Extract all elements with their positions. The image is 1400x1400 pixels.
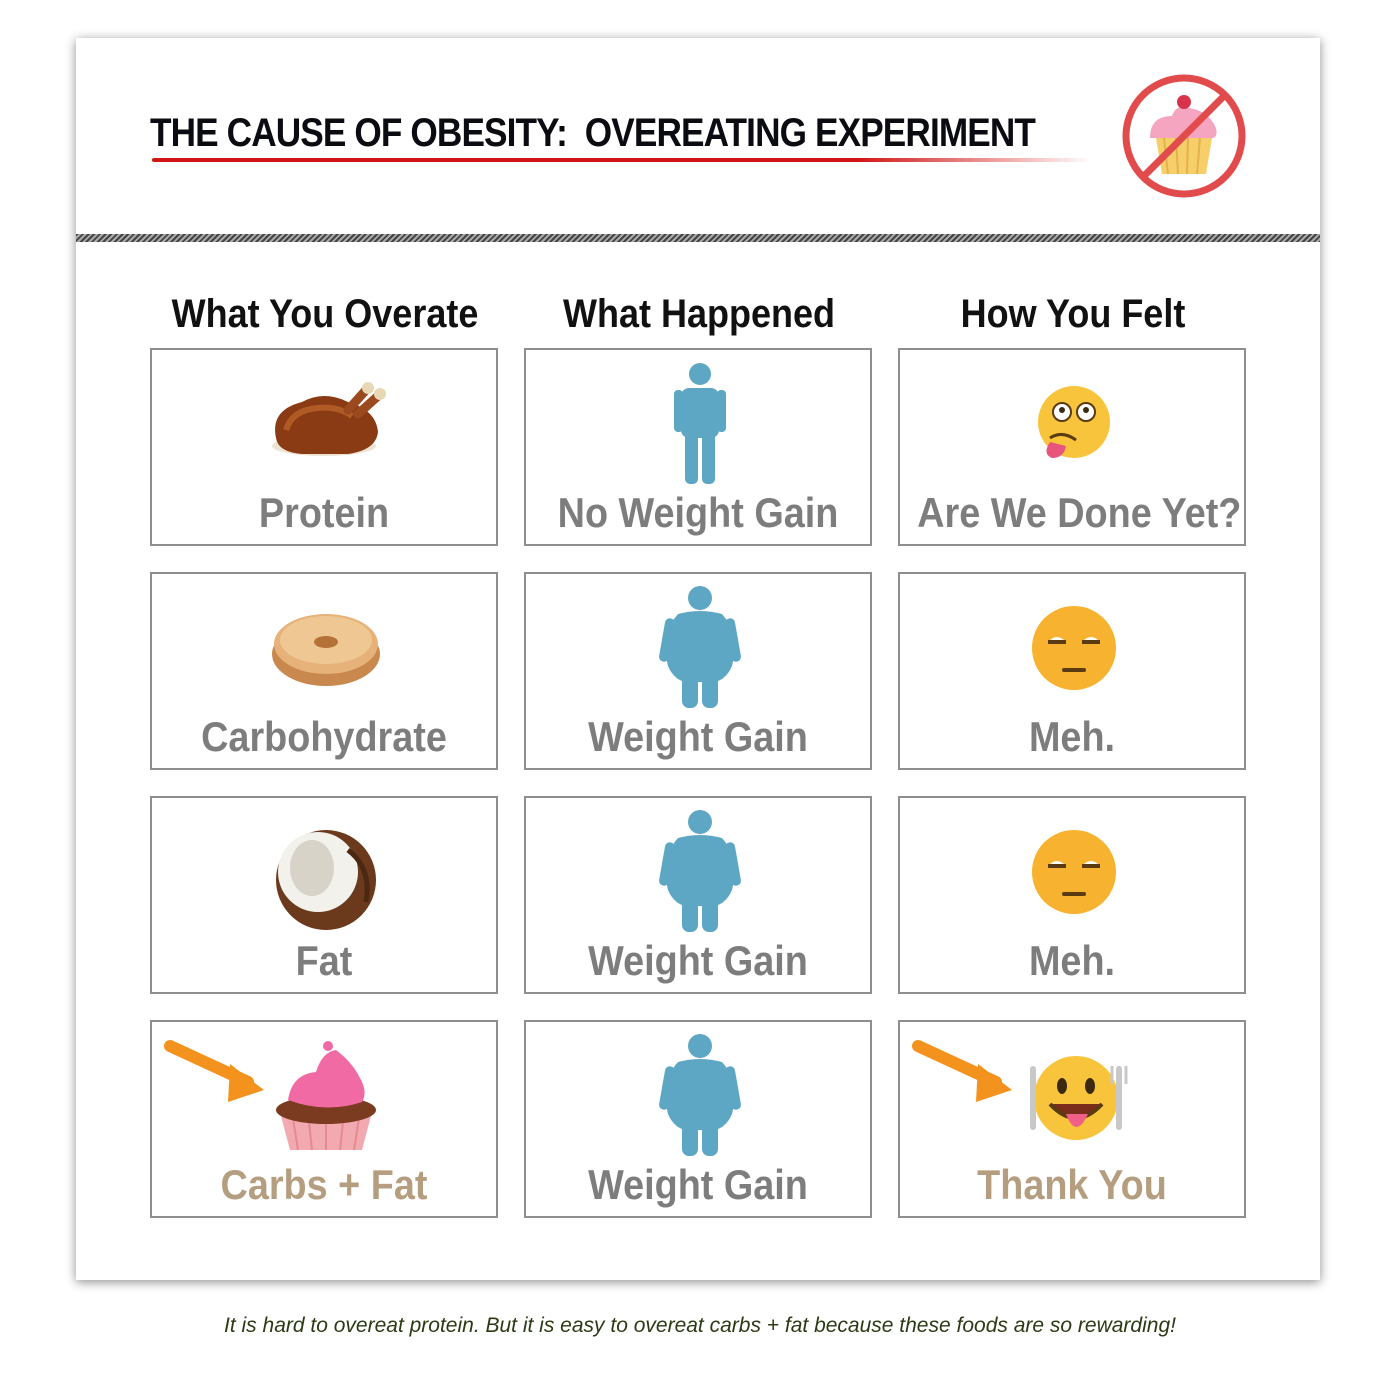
heavy-person-icon: [659, 810, 741, 932]
bagel-icon: [272, 614, 380, 686]
column-header-food: What You Overate: [171, 292, 479, 336]
column-header-feeling: How You Felt: [960, 292, 1186, 336]
title-underline: [152, 158, 1092, 162]
cell-feeling-meh-1: Meh.: [898, 572, 1246, 770]
cell-feeling-done: Are We Done Yet?: [898, 348, 1246, 546]
food-label: Protein: [258, 489, 390, 536]
cell-result-gain-2: Weight Gain: [524, 796, 872, 994]
cell-result-no-gain: No Weight Gain: [524, 348, 872, 546]
slim-person-icon: [674, 363, 726, 484]
unamused-face-icon: [1032, 830, 1116, 914]
cupcake-icon: [164, 1040, 376, 1151]
header-divider: [76, 234, 1320, 242]
food-label: Carbohydrate: [201, 713, 447, 760]
cell-food-carbohydrate: Carbohydrate: [150, 572, 498, 770]
roast-chicken-icon: [272, 382, 386, 456]
result-label: No Weight Gain: [557, 489, 839, 536]
coconut-icon: [276, 830, 376, 930]
caption: It is hard to overeat protein. But it is…: [224, 1314, 1176, 1337]
food-label: Fat: [295, 937, 353, 984]
cell-feeling-meh-2: Meh.: [898, 796, 1246, 994]
savoring-face-icon: [912, 1040, 1128, 1140]
column-header-result: What Happened: [562, 292, 835, 336]
cell-food-fat: Fat: [150, 796, 498, 994]
heavy-person-icon: [659, 586, 741, 708]
result-label: Weight Gain: [588, 1161, 808, 1208]
heavy-person-icon: [659, 1034, 741, 1156]
feeling-label: Meh.: [1028, 713, 1116, 760]
feeling-label: Thank You: [977, 1161, 1167, 1208]
nauseated-face-icon: [1038, 386, 1110, 458]
cell-food-carbs-fat: Carbs + Fat: [150, 1020, 498, 1218]
cell-result-gain-1: Weight Gain: [524, 572, 872, 770]
no-cupcake-icon: [1122, 74, 1246, 198]
page-title: THE CAUSE OF OBESITY: OVEREATING EXPERIM…: [150, 111, 1036, 155]
cell-food-protein: Protein: [150, 348, 498, 546]
cell-feeling-thank-you: Thank You: [898, 1020, 1246, 1218]
result-label: Weight Gain: [588, 937, 808, 984]
feeling-label: Are We Done Yet?: [917, 489, 1242, 536]
feeling-label: Meh.: [1028, 937, 1116, 984]
result-label: Weight Gain: [588, 713, 808, 760]
cell-result-gain-3: Weight Gain: [524, 1020, 872, 1218]
unamused-face-icon: [1032, 606, 1116, 690]
food-label: Carbs + Fat: [220, 1161, 428, 1208]
